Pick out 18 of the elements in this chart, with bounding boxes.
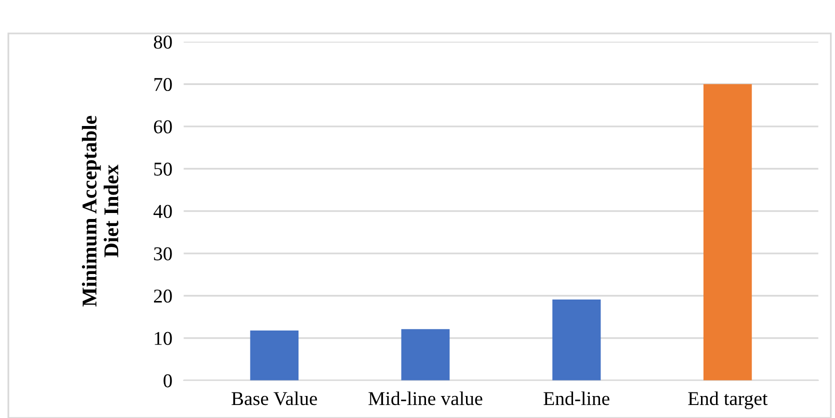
y-tick-label: 80 bbox=[154, 36, 172, 49]
x-tick-label: End-line bbox=[544, 391, 610, 406]
bar bbox=[552, 300, 601, 380]
y-tick-label: 40 bbox=[154, 204, 172, 218]
y-tick-label: 70 bbox=[154, 78, 172, 92]
y-tick-label: 50 bbox=[154, 162, 172, 176]
bar bbox=[250, 330, 299, 380]
y-tick-label: 30 bbox=[154, 247, 172, 260]
y-tick-label: 20 bbox=[154, 290, 172, 303]
bar bbox=[703, 84, 752, 380]
y-axis-title: Minimum Acceptable Diet Index bbox=[82, 116, 118, 306]
y-tick-label: 10 bbox=[154, 332, 172, 345]
y-tick-label: 0 bbox=[164, 374, 172, 388]
x-tick-label: End target bbox=[688, 391, 768, 410]
x-tick-label: Base Value bbox=[232, 391, 317, 406]
y-tick-label: 60 bbox=[154, 120, 172, 134]
bar bbox=[401, 329, 450, 380]
x-tick-label: Mid-line value bbox=[368, 391, 482, 406]
